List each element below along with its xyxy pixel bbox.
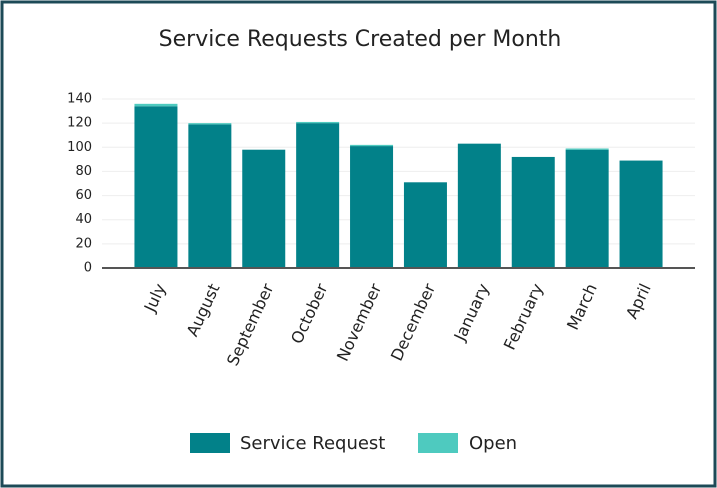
legend-label: Open xyxy=(469,433,517,454)
chart-title: Service Requests Created per Month xyxy=(159,27,562,52)
y-tick-label: 40 xyxy=(75,212,92,227)
bar-segment xyxy=(134,106,178,268)
y-tick-label: 20 xyxy=(75,236,92,251)
bar-segment xyxy=(350,144,394,147)
y-tick-label: 60 xyxy=(75,188,92,203)
bar-segment xyxy=(188,124,232,268)
legend-swatch xyxy=(190,433,230,453)
bar-segment xyxy=(457,143,501,268)
bar-segment xyxy=(511,156,555,268)
bar-segment xyxy=(565,148,609,150)
y-tick-label: 80 xyxy=(75,164,92,179)
bar-segment xyxy=(134,103,178,107)
bar-segment xyxy=(403,182,447,268)
legend-label: Service Request xyxy=(240,433,385,454)
bar-segment xyxy=(619,160,663,268)
y-tick-label: 140 xyxy=(67,92,92,107)
y-tick-label: 100 xyxy=(67,140,92,155)
y-tick-label: 120 xyxy=(67,116,92,131)
bar-segment xyxy=(296,123,340,269)
bar-segment xyxy=(565,149,609,268)
bar-segment xyxy=(242,149,286,268)
y-tick-label: 0 xyxy=(84,261,92,276)
bar-segment xyxy=(188,123,232,125)
bar-segment xyxy=(296,121,340,124)
legend-swatch xyxy=(418,433,458,453)
bar-segment xyxy=(350,146,394,268)
